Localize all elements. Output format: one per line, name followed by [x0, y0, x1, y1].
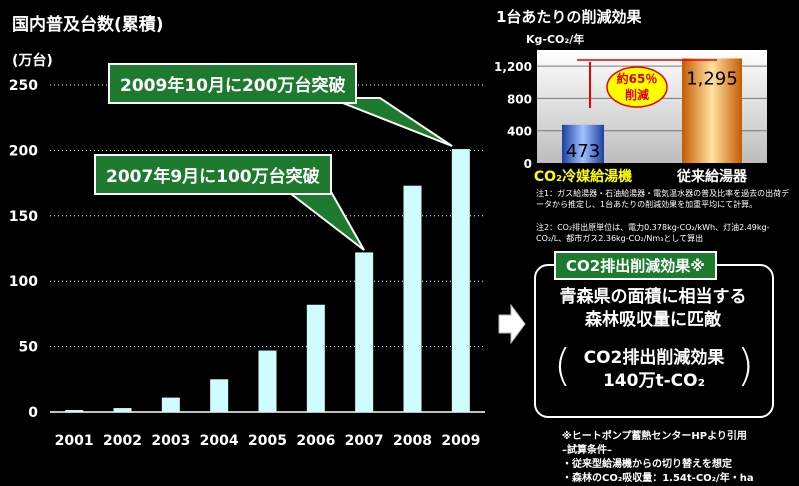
x-tick-label: 2005 — [248, 433, 287, 449]
source-note-line: ※ヒートポンプ蓄熱センターHPより引用 — [562, 431, 747, 442]
footnote-2: 注2：CO₂排出原単位は、電力0.378kg-CO₂/kWh、灯油2.49kg-… — [536, 223, 770, 243]
left-bracket-icon: ( — [554, 340, 572, 391]
bar-2005 — [258, 350, 277, 412]
reduction-bar-0 — [562, 124, 604, 163]
callout-2009: 2009年10月に200万台突破 — [108, 63, 358, 104]
effect-text-line2: 森林吸収量に匹敵 — [585, 310, 721, 330]
x-tick-label: 2006 — [296, 433, 335, 449]
y-tick-label: 250 — [9, 78, 38, 94]
reduction-bar-chart: 473 1,295 0 400 800 1,200 CO₂冷媒給湯機 従来給湯器 約65％… — [494, 50, 767, 185]
source-note-line: ・従来型給湯機からの切り替えを想定 — [562, 459, 732, 470]
reduction-chart-unit: Kg-CO₂/年 — [526, 33, 585, 46]
reduction-y-tick-label: 0 — [524, 157, 532, 171]
right-arrow-icon — [498, 303, 526, 345]
x-tick-label: 2003 — [151, 433, 190, 449]
reduction-effect-header: CO2排出削減効果※ — [554, 251, 717, 280]
chart-title: 国内普及台数(累積) — [12, 15, 164, 35]
bar-2003 — [161, 397, 180, 412]
reduction-annotation-bubble — [606, 66, 668, 108]
reduction-data-label: 1,295 — [686, 68, 738, 89]
bar-2001 — [65, 410, 84, 412]
reduction-bar-1 — [682, 58, 742, 163]
reduction-chart-title: 1台あたりの削減効果 — [496, 8, 642, 26]
source-note-line: ・森林のCO₂吸収量：1.54t-CO₂/年・ha — [562, 473, 754, 484]
y-tick-label: 200 — [9, 143, 38, 159]
x-tick-label: 2008 — [393, 433, 432, 449]
y-tick-label: 100 — [9, 274, 38, 290]
y-axis-unit-label: (万台) — [12, 53, 53, 69]
x-tick-label: 2001 — [55, 433, 94, 449]
bar-2006 — [306, 304, 325, 412]
source-note-line: –試算条件– — [562, 445, 612, 456]
reduction-annotation-line1: 約65％ — [617, 71, 658, 86]
bar-2002 — [113, 408, 132, 412]
footnote-1: 注1：ガス給湯器・石油給湯器・電気温水器の普及比率を過去の出荷データから推定し、… — [536, 189, 790, 209]
reduction-y-tick-label: 1,200 — [494, 60, 532, 74]
reduction-y-tick-label: 800 — [507, 92, 532, 106]
reduction-y-tick-label: 400 — [507, 125, 532, 139]
effect-text-line1: 青森県の面積に相当する — [559, 287, 747, 307]
reduction-effect-description: 青森県の面積に相当する 森林吸収量に匹敵 — [540, 286, 766, 332]
reduction-annotation-line2: 削減 — [625, 87, 649, 102]
bar-2009 — [451, 149, 470, 413]
bar-2004 — [210, 379, 229, 412]
callout-2007: 2007年9月に100万台突破 — [94, 154, 332, 195]
x-tick-label: 2009 — [441, 433, 480, 449]
reduction-x-tick-label: 従来給湯器 — [676, 168, 748, 185]
reduction-effect-label: CO2排出削減効果 — [583, 348, 725, 368]
reduction-effect-value-box: ( ) CO2排出削減効果 140万t-CO₂ — [554, 340, 754, 402]
right-bracket-icon: ) — [736, 340, 754, 391]
reduction-data-label: 473 — [566, 141, 600, 162]
source-notes: ※ヒートポンプ蓄熱センターHPより引用 –試算条件– ・従来型給湯機からの切り替… — [562, 430, 754, 486]
y-tick-label: 0 — [28, 405, 38, 421]
bar-2007 — [355, 252, 374, 412]
reduction-effect-value: 140万t-CO₂ — [602, 371, 706, 391]
x-tick-label: 2002 — [103, 433, 142, 449]
x-tick-label: 2007 — [345, 433, 384, 449]
y-tick-label: 150 — [9, 209, 38, 225]
x-tick-label: 2004 — [200, 433, 239, 449]
y-tick-label: 50 — [19, 340, 39, 356]
adoption-bar-chart: 0 50 100 150 200 250 2001 2002 2003 2004 2005 2006… — [9, 78, 485, 449]
bar-2008 — [403, 185, 422, 412]
reduction-x-tick-label: CO₂冷媒給湯機 — [534, 168, 632, 185]
